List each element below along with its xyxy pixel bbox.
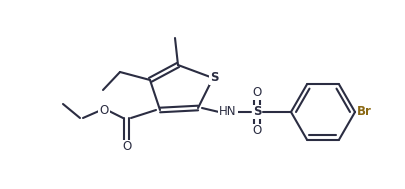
Text: O: O (122, 140, 131, 153)
Text: O: O (99, 105, 109, 118)
Text: HN: HN (219, 105, 236, 119)
Text: S: S (252, 105, 260, 119)
Text: S: S (209, 71, 218, 84)
Text: Br: Br (356, 105, 371, 119)
Text: O: O (252, 125, 261, 138)
Text: O: O (252, 87, 261, 99)
